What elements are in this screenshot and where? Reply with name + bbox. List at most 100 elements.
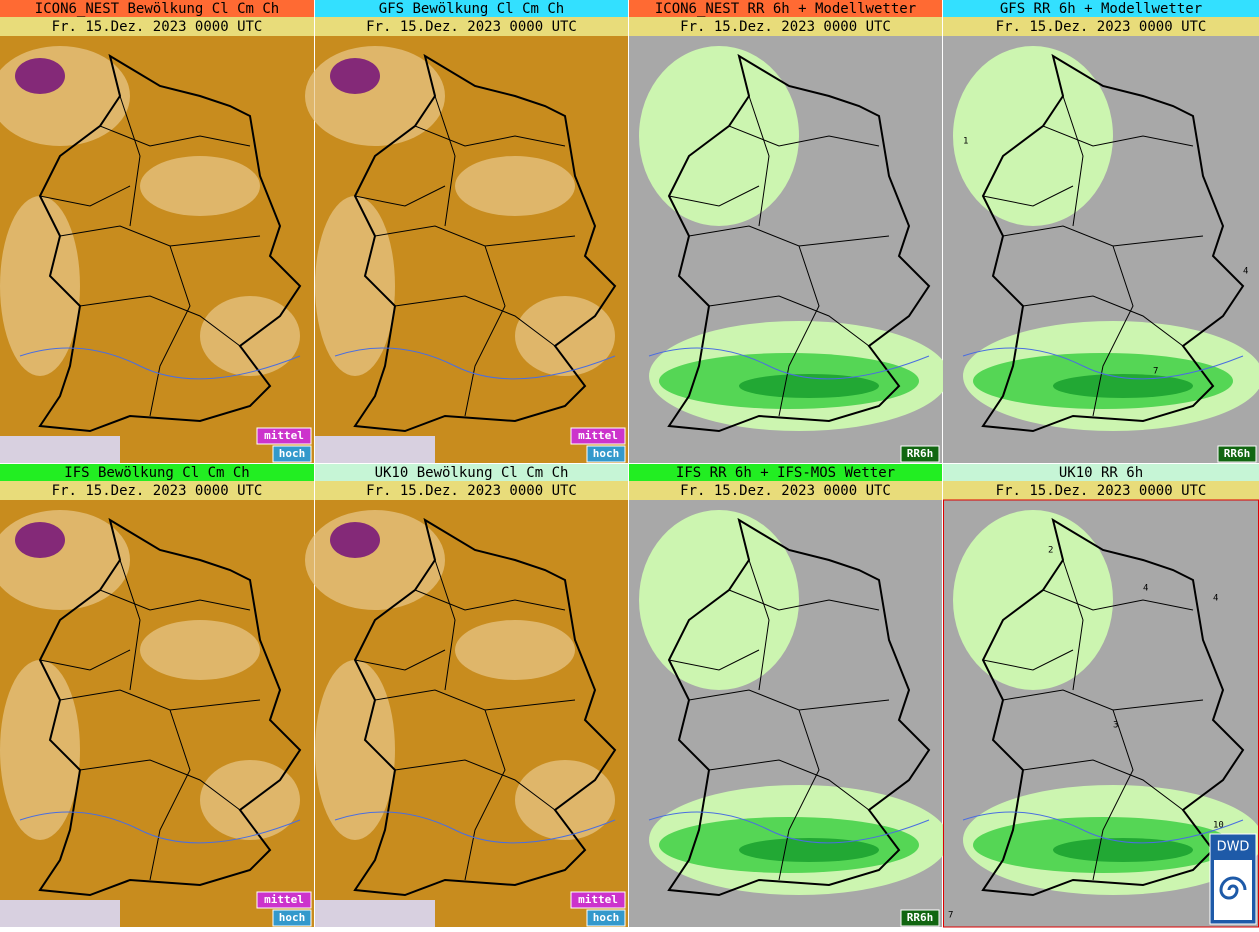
sea-bg bbox=[0, 436, 120, 463]
date-bar bbox=[315, 17, 628, 36]
panel: UK10 Bewölkung Cl Cm Ch Fr. 15.Dez. 2023 … bbox=[305, 464, 628, 927]
country-border bbox=[353, 517, 617, 897]
clear-area bbox=[455, 156, 575, 216]
state-border bbox=[99, 125, 251, 147]
clear-area bbox=[315, 196, 395, 376]
badge-mittel-text: mittel bbox=[264, 429, 304, 442]
sea-bg bbox=[315, 900, 435, 927]
state-border bbox=[374, 225, 576, 247]
title-bar bbox=[629, 0, 942, 17]
country-border bbox=[38, 53, 302, 433]
panel-title: IFS RR 6h + IFS-MOS Wetter bbox=[676, 465, 895, 481]
panel-date: Fr. 15.Dez. 2023 0000 UTC bbox=[680, 483, 891, 499]
date-bar bbox=[943, 17, 1259, 36]
state-border bbox=[39, 185, 131, 207]
panel-date: Fr. 15.Dez. 2023 0000 UTC bbox=[680, 19, 891, 35]
state-border bbox=[688, 225, 890, 247]
badge-rr-text: RR6h bbox=[1224, 447, 1251, 460]
river bbox=[334, 811, 616, 844]
state-border bbox=[149, 245, 191, 417]
state-border bbox=[668, 649, 760, 671]
clear-area bbox=[515, 296, 615, 376]
dwd-logo: DWD bbox=[1209, 833, 1257, 925]
title-bar bbox=[0, 0, 314, 17]
panel-date: Fr. 15.Dez. 2023 0000 UTC bbox=[366, 19, 577, 35]
state-border bbox=[778, 709, 820, 881]
badge-hoch bbox=[586, 445, 626, 463]
map-value: 7 bbox=[1153, 367, 1158, 377]
rain-heavy bbox=[739, 374, 879, 398]
state-border bbox=[748, 559, 770, 691]
state-border bbox=[374, 689, 576, 711]
badge-mittel bbox=[570, 891, 626, 909]
state-border bbox=[464, 709, 506, 881]
map-value: 3 bbox=[1113, 721, 1118, 731]
title-bar bbox=[0, 464, 314, 481]
badge-hoch bbox=[586, 909, 626, 927]
badge-mittel-text: mittel bbox=[578, 429, 618, 442]
map-value: 10 bbox=[1213, 821, 1224, 831]
state-border bbox=[119, 95, 141, 227]
country-border bbox=[667, 53, 931, 433]
rain-light bbox=[953, 46, 1113, 226]
badge-hoch bbox=[272, 445, 312, 463]
map bbox=[305, 500, 628, 927]
river bbox=[648, 347, 930, 380]
panel-title: UK10 RR 6h bbox=[1059, 465, 1143, 481]
state-border bbox=[79, 759, 241, 811]
high-cloud bbox=[330, 522, 380, 558]
country-border bbox=[981, 53, 1245, 433]
badge-rr bbox=[1217, 445, 1257, 463]
badge-hoch-text: hoch bbox=[279, 447, 306, 460]
state-border bbox=[668, 185, 760, 207]
state-border bbox=[394, 759, 556, 811]
high-cloud bbox=[330, 58, 380, 94]
panel: IFS RR 6h + IFS-MOS Wetter Fr. 15.Dez. 20… bbox=[629, 464, 949, 927]
date-bar bbox=[0, 17, 314, 36]
panel-date: Fr. 15.Dez. 2023 0000 UTC bbox=[366, 483, 577, 499]
state-border bbox=[354, 649, 446, 671]
state-border bbox=[778, 245, 820, 417]
state-border bbox=[79, 295, 241, 347]
panel: GFS RR 6h + Modellwetter Fr. 15.Dez. 2023… bbox=[943, 0, 1259, 463]
badge-hoch-text: hoch bbox=[279, 911, 306, 924]
state-border bbox=[59, 225, 261, 247]
state-border bbox=[394, 295, 556, 347]
map bbox=[629, 500, 949, 927]
rain-light bbox=[639, 46, 799, 226]
date-bar bbox=[629, 481, 942, 500]
rain-heavy bbox=[1053, 374, 1193, 398]
clear-area bbox=[0, 660, 80, 840]
high-cloud bbox=[15, 58, 65, 94]
title-bar bbox=[943, 464, 1259, 481]
badge-hoch bbox=[272, 909, 312, 927]
rain-light bbox=[953, 510, 1113, 690]
badge-rr bbox=[900, 909, 940, 927]
country-border bbox=[38, 517, 302, 897]
state-border bbox=[728, 589, 880, 611]
panel-title: GFS RR 6h + Modellwetter bbox=[1000, 1, 1202, 17]
map bbox=[0, 36, 314, 463]
map-value: 4 bbox=[1143, 584, 1148, 594]
state-border bbox=[1062, 559, 1084, 691]
rain-heavy bbox=[1053, 838, 1193, 862]
state-border bbox=[414, 589, 566, 611]
state-border bbox=[1002, 225, 1204, 247]
panel: UK10 RR 6h Fr. 15.Dez. 2023 0000 UTC 2 4 4 3 1… bbox=[943, 464, 1259, 928]
panel-title: GFS Bewölkung Cl Cm Ch bbox=[379, 1, 564, 17]
date-bar bbox=[0, 481, 314, 500]
country-border bbox=[667, 517, 931, 897]
map: 1 4 7 bbox=[943, 36, 1259, 463]
river bbox=[962, 811, 1244, 844]
sea-bg bbox=[0, 900, 120, 927]
state-border bbox=[119, 559, 141, 691]
clear-area bbox=[200, 296, 300, 376]
state-border bbox=[982, 185, 1074, 207]
river bbox=[19, 811, 301, 844]
badge-hoch-text: hoch bbox=[593, 447, 620, 460]
state-border bbox=[434, 95, 456, 227]
state-border bbox=[1002, 689, 1204, 711]
state-border bbox=[1092, 709, 1134, 881]
panel: IFS Bewölkung Cl Cm Ch Fr. 15.Dez. 2023 0… bbox=[0, 464, 314, 927]
